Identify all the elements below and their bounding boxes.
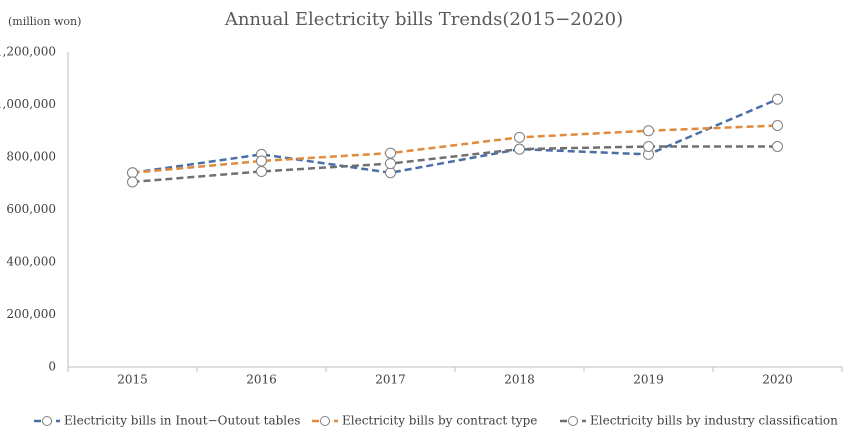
- y-axis-label: (million won): [8, 15, 81, 28]
- x-tick-label: 2015: [117, 373, 148, 387]
- y-tick-label: 1,000,000: [0, 97, 56, 111]
- series-line: [132, 124, 778, 174]
- legend-marker: [568, 416, 578, 426]
- y-tick-label: 200,000: [6, 307, 56, 321]
- data-point: [385, 167, 396, 179]
- data-point: [643, 141, 654, 152]
- y-tick-label: 800,000: [6, 150, 56, 164]
- legend-label: Electricity bills by contract type: [342, 414, 537, 428]
- data-point: [385, 147, 396, 159]
- data-point: [772, 141, 783, 152]
- data-point: [514, 143, 525, 155]
- y-tick-label: 0: [48, 360, 56, 374]
- legend-label: Electricity bills by industry classifica…: [590, 414, 838, 428]
- data-point: [256, 155, 267, 167]
- data-point: [772, 120, 783, 131]
- data-point: [256, 165, 267, 177]
- series-line: [132, 98, 778, 175]
- chart-title: Annual Electricity bills Trends(2015−202…: [224, 9, 623, 30]
- data-point: [514, 131, 525, 143]
- data-point: [127, 167, 138, 179]
- y-tick-label: 400,000: [6, 255, 56, 269]
- x-tick-label: 2017: [375, 373, 406, 387]
- data-point: [643, 125, 654, 137]
- series-line: [132, 145, 778, 184]
- x-tick-label: 2019: [633, 373, 664, 387]
- x-tick-label: 2020: [762, 373, 793, 387]
- y-tick-label: 1,200,000: [0, 45, 56, 59]
- legend-label: Electricity bills in Inout−Outout tables: [64, 414, 300, 428]
- data-point: [772, 93, 783, 105]
- data-point: [385, 158, 396, 170]
- data-point: [127, 176, 138, 188]
- x-tick-label: 2018: [504, 373, 535, 387]
- y-tick-label: 600,000: [6, 202, 56, 216]
- legend-marker: [320, 416, 330, 426]
- x-tick-label: 2016: [246, 373, 277, 387]
- legend-marker: [42, 416, 52, 426]
